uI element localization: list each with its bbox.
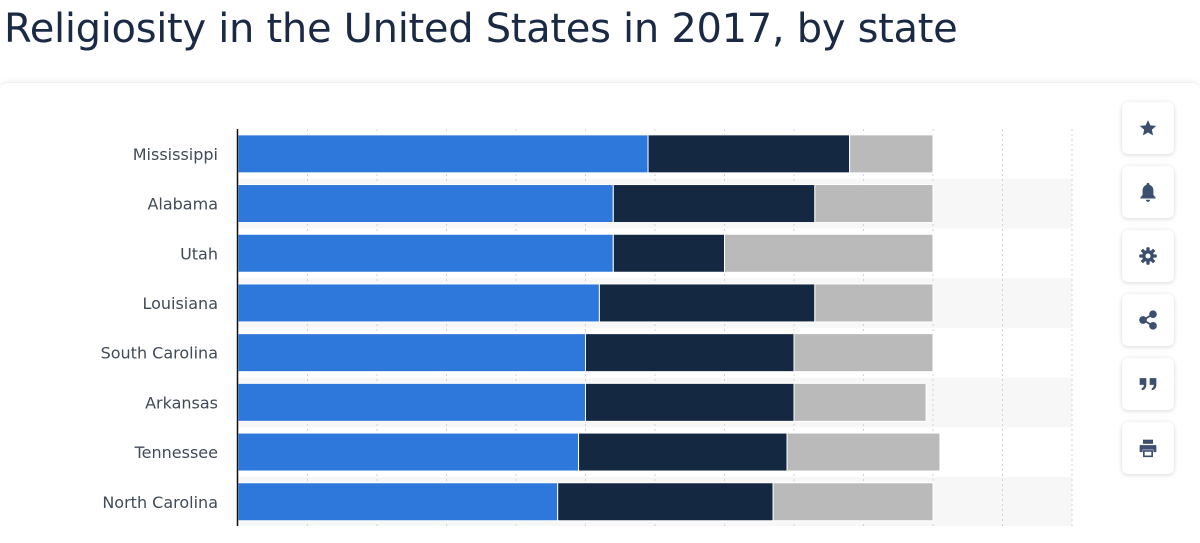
category-label: North Carolina <box>102 493 218 512</box>
bar-arkansas-s2 <box>585 382 795 422</box>
category-label: Louisiana <box>142 294 218 313</box>
page-title: Religiosity in the United States in 2017… <box>4 6 958 52</box>
category-label: Tennessee <box>134 443 218 462</box>
settings-button[interactable] <box>1122 230 1174 282</box>
bar-north-carolina-s3 <box>772 482 934 522</box>
bar-utah-s2 <box>612 233 725 273</box>
bar-louisiana-s1 <box>237 283 600 323</box>
printer-icon <box>1139 439 1157 458</box>
bar-utah-s1 <box>237 233 614 273</box>
bar-louisiana-s3 <box>814 283 934 323</box>
bar-north-carolina-s1 <box>237 482 559 522</box>
bell-icon <box>1140 182 1156 202</box>
notification-button[interactable] <box>1122 166 1174 218</box>
category-label: Utah <box>180 244 218 263</box>
bar-south-carolina-s3 <box>793 333 934 373</box>
category-label: Arkansas <box>145 393 218 412</box>
print-button[interactable] <box>1122 422 1174 474</box>
bar-tennessee-s2 <box>578 432 788 472</box>
category-label: Alabama <box>147 195 218 214</box>
category-label: South Carolina <box>101 344 218 363</box>
bar-utah-s3 <box>724 233 934 273</box>
bar-alabama-s3 <box>814 184 934 224</box>
share-icon <box>1139 310 1157 330</box>
cite-button[interactable] <box>1122 358 1174 410</box>
bar-alabama-s2 <box>612 184 816 224</box>
bar-south-carolina-s2 <box>585 333 795 373</box>
quote-icon <box>1139 378 1157 391</box>
bar-louisiana-s2 <box>598 283 816 323</box>
category-label: Mississippi <box>133 145 218 164</box>
bar-mississippi-s1 <box>237 134 649 174</box>
bar-mississippi-s2 <box>647 134 851 174</box>
gear-icon <box>1139 247 1157 265</box>
chart-card: Mississippi Alabama Utah Louisiana South Car… <box>0 82 1200 543</box>
bar-arkansas-s3 <box>793 382 927 422</box>
bar-alabama-s1 <box>237 184 614 224</box>
star-icon <box>1139 120 1157 136</box>
bar-south-carolina-s1 <box>237 333 586 373</box>
share-button[interactable] <box>1122 294 1174 346</box>
favorite-button[interactable] <box>1122 102 1174 154</box>
bar-tennessee-s1 <box>237 432 580 472</box>
stacked-bar-chart: Mississippi Alabama Utah Louisiana South Car… <box>101 129 1073 526</box>
bar-mississippi-s3 <box>849 134 934 174</box>
bar-north-carolina-s2 <box>557 482 774 522</box>
bar-tennessee-s3 <box>786 432 941 472</box>
bar-arkansas-s1 <box>237 382 586 422</box>
